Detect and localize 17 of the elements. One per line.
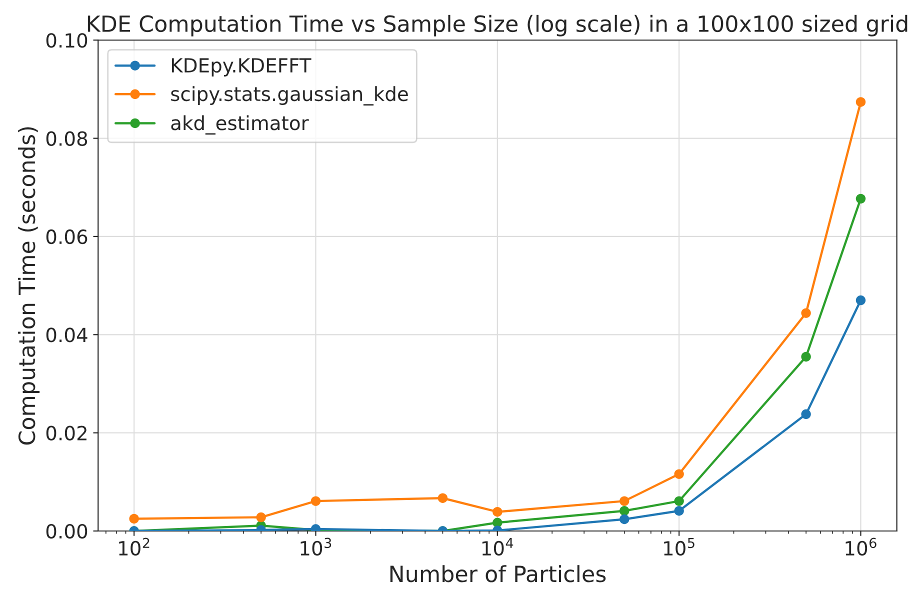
y-tick-label: 0.06 — [46, 229, 88, 244]
y-tick-label: 0.02 — [46, 426, 86, 440]
x-tick-label: 10$^{5}$ — [664, 538, 694, 556]
y-axis-title: Computation Time (seconds) — [18, 127, 40, 445]
chart-title: KDE Computation Time vs Sample Size (log scale) in a 100x100 sized grid — [88, 14, 908, 36]
x-tick-label: 10$^{2}$ — [119, 538, 150, 556]
y-tick-label: 0.04 — [46, 328, 88, 342]
y-tick-label: 0.08 — [46, 131, 88, 146]
legend-label: KDEpy.KDEFFT — [172, 58, 312, 76]
x-tick-label: 10$^{4}$ — [482, 538, 514, 556]
legend-label: akd_estimator — [171, 115, 309, 135]
x-tick-label: 10$^{3}$ — [300, 538, 332, 556]
y-tick-label: 0.10 — [46, 33, 88, 48]
legend-label: scipy.stats.gaussian_kde — [171, 86, 408, 106]
y-tick-label: 0.00 — [46, 524, 88, 539]
x-axis-title: Number of Particles — [390, 565, 606, 582]
x-tick-label: 10$^{6}$ — [846, 538, 876, 556]
